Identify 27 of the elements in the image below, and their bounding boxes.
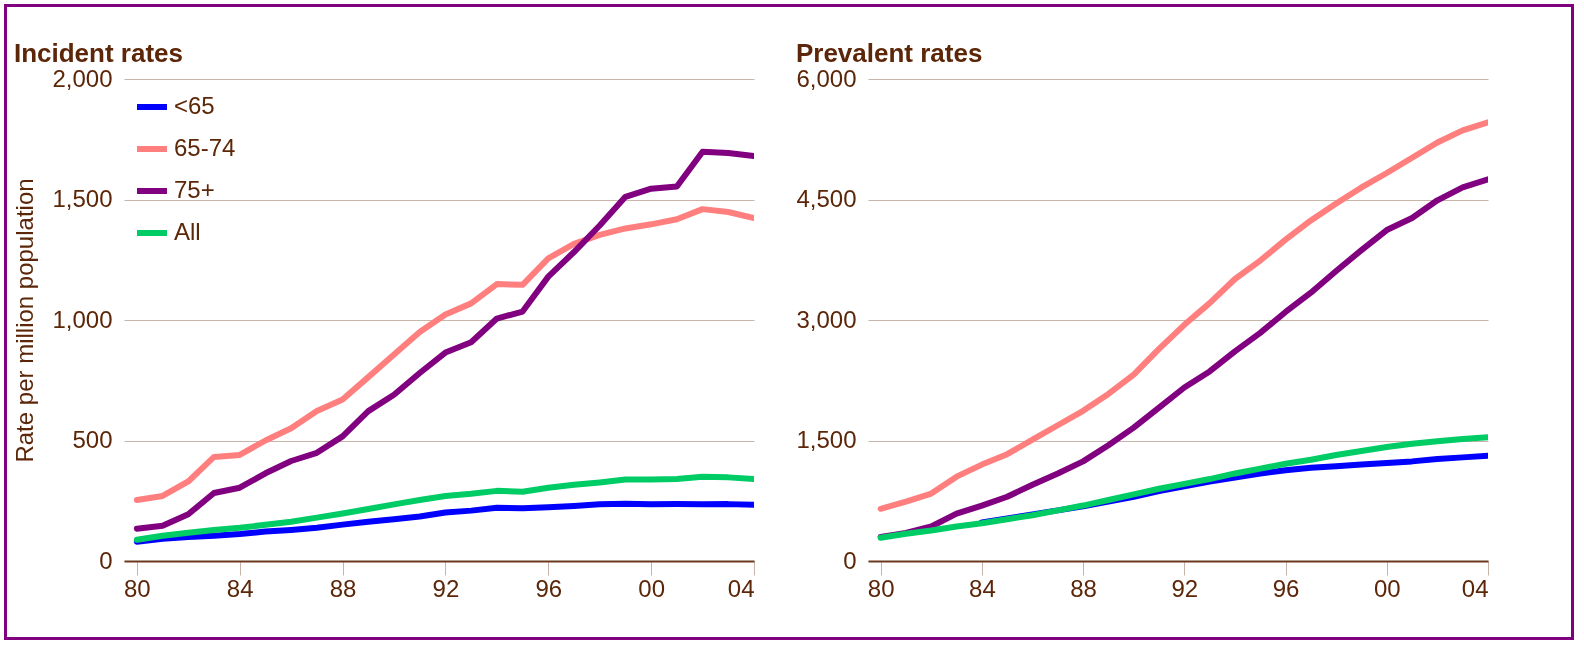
x-tick-label: 00 (1373, 574, 1401, 602)
legend-label: 65-74 (174, 134, 236, 161)
legend-label: <65 (174, 92, 215, 119)
y-tick-label: 1,500 (52, 185, 113, 212)
x-tick-label: 96 (535, 574, 563, 602)
x-tick-label: 04 (727, 574, 755, 602)
x-tick-label: 84 (969, 574, 996, 602)
y-tick-label: 0 (99, 546, 113, 574)
x-tick-label: 88 (1070, 574, 1097, 602)
y-tick-label: 1,500 (796, 426, 857, 453)
x-tick-label: 84 (226, 574, 254, 602)
x-tick-label: 00 (638, 574, 665, 602)
y-tick-label: 500 (72, 426, 113, 453)
y-axis-title: Rate per million population (11, 178, 39, 463)
x-tick-label: 92 (1171, 574, 1199, 602)
legend-label: All (174, 218, 201, 245)
x-tick-label: 04 (1461, 574, 1489, 602)
y-tick-label: 3,000 (796, 305, 857, 333)
x-tick-label: 80 (867, 574, 895, 602)
x-tick-label: 88 (329, 574, 357, 602)
legend-label: 75+ (174, 176, 215, 203)
y-tick-label: 1,000 (52, 305, 113, 333)
x-tick-label: 80 (124, 574, 151, 602)
x-tick-label: 96 (1272, 574, 1300, 602)
x-tick-label: 92 (432, 574, 460, 602)
y-tick-label: 0 (843, 546, 857, 574)
y-tick-label: 4,500 (796, 185, 857, 212)
